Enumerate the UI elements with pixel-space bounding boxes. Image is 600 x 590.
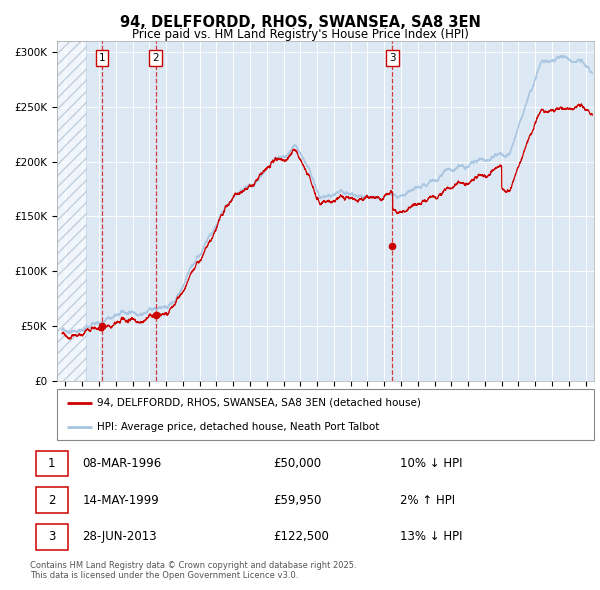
Text: Price paid vs. HM Land Registry's House Price Index (HPI): Price paid vs. HM Land Registry's House … [131,28,469,41]
Text: £122,500: £122,500 [273,530,329,543]
Text: 13% ↓ HPI: 13% ↓ HPI [400,530,463,543]
Text: 28-JUN-2013: 28-JUN-2013 [82,530,157,543]
Text: 08-MAR-1996: 08-MAR-1996 [82,457,161,470]
FancyBboxPatch shape [35,487,68,513]
Text: 94, DELFFORDD, RHOS, SWANSEA, SA8 3EN (detached house): 94, DELFFORDD, RHOS, SWANSEA, SA8 3EN (d… [97,398,421,408]
Text: Contains HM Land Registry data © Crown copyright and database right 2025.
This d: Contains HM Land Registry data © Crown c… [30,560,356,580]
FancyBboxPatch shape [35,524,68,550]
Text: 94, DELFFORDD, RHOS, SWANSEA, SA8 3EN: 94, DELFFORDD, RHOS, SWANSEA, SA8 3EN [119,15,481,30]
Text: HPI: Average price, detached house, Neath Port Talbot: HPI: Average price, detached house, Neat… [97,422,380,432]
Text: 3: 3 [389,53,396,63]
Text: £50,000: £50,000 [273,457,321,470]
Text: 2% ↑ HPI: 2% ↑ HPI [400,493,455,507]
Text: 14-MAY-1999: 14-MAY-1999 [82,493,159,507]
Text: £59,950: £59,950 [273,493,321,507]
Text: 2: 2 [48,493,55,507]
FancyBboxPatch shape [57,389,594,440]
Text: 1: 1 [99,53,106,63]
Text: 1: 1 [48,457,55,470]
Text: 10% ↓ HPI: 10% ↓ HPI [400,457,463,470]
Text: 3: 3 [48,530,55,543]
Text: 2: 2 [152,53,159,63]
Bar [57,41,86,381]
FancyBboxPatch shape [35,451,68,477]
